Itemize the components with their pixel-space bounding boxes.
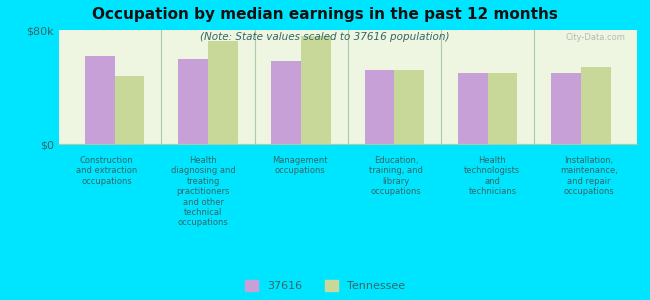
Text: City-Data.com: City-Data.com: [566, 33, 625, 42]
Bar: [301, 36, 331, 144]
Bar: [581, 67, 611, 144]
Bar: [395, 70, 424, 144]
Text: Health
technologists
and
technicians: Health technologists and technicians: [464, 156, 521, 196]
Text: (Note: State values scaled to 37616 population): (Note: State values scaled to 37616 popu…: [200, 32, 450, 41]
Text: Education,
training, and
library
occupations: Education, training, and library occupat…: [369, 156, 423, 196]
Text: Occupation by median earnings in the past 12 months: Occupation by median earnings in the pas…: [92, 8, 558, 22]
Bar: [208, 41, 238, 144]
Legend: 37616, Tennessee: 37616, Tennessee: [245, 280, 405, 291]
Bar: [365, 70, 395, 144]
Text: Construction
and extraction
occupations: Construction and extraction occupations: [76, 156, 137, 186]
Bar: [84, 56, 114, 144]
Bar: [551, 73, 581, 144]
Bar: [488, 73, 517, 144]
Text: Management
occupations: Management occupations: [272, 156, 328, 176]
Bar: [458, 73, 488, 144]
Text: Health
diagnosing and
treating
practitioners
and other
technical
occupations: Health diagnosing and treating practitio…: [171, 156, 235, 227]
Bar: [114, 76, 144, 144]
Bar: [178, 58, 208, 144]
Bar: [271, 61, 301, 144]
Text: Installation,
maintenance,
and repair
occupations: Installation, maintenance, and repair oc…: [560, 156, 618, 196]
